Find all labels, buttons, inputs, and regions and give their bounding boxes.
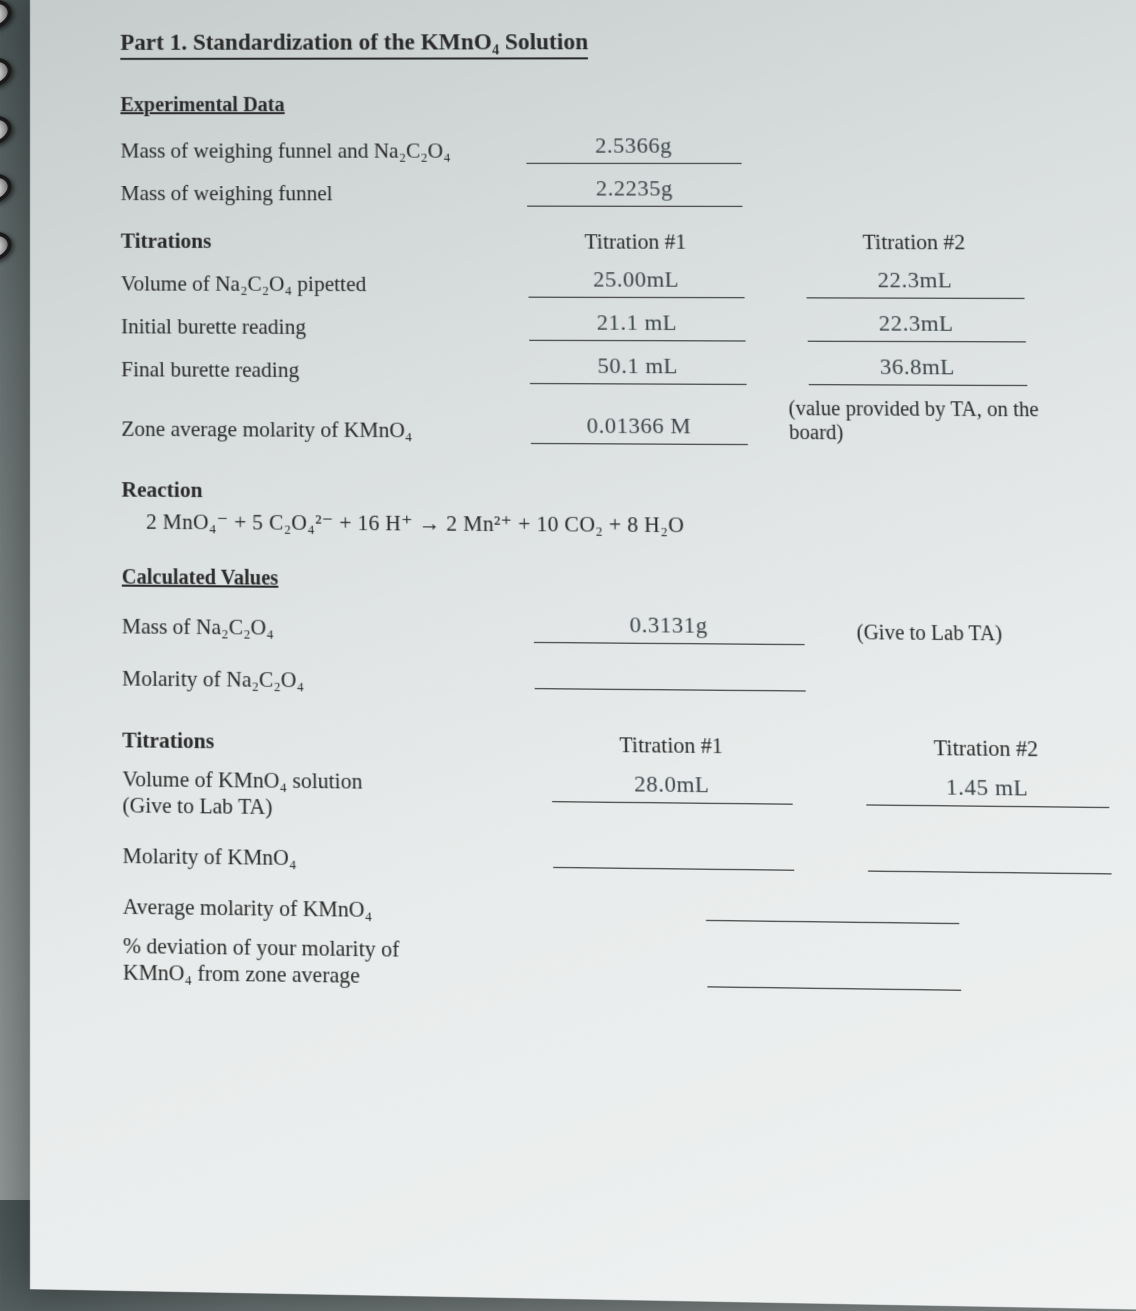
- zone-row: Zone average molarity of KMnO₄ 0.01366 M…: [121, 395, 1123, 447]
- titration-col-header: Titration #1: [504, 731, 839, 761]
- titration2-label-main: Volume of KMnO₄ solution: [122, 766, 362, 794]
- mass-label: Mass of weighing funnel: [121, 181, 497, 207]
- reaction-block: Reaction 2 MnO₄⁻ + 5 C₂O₄²⁻ + 16 H⁺ → 2 …: [121, 477, 1126, 541]
- deviation-label: % deviation of your molarity of KMnO₄ fr…: [123, 933, 540, 992]
- titration-label: Initial burette reading: [121, 314, 498, 341]
- titration-value: 22.3mL: [878, 310, 954, 336]
- worksheet-page: Part 1. Standardization of the KMnO₄ Sol…: [30, 0, 1136, 1311]
- mass-row: Mass of weighing funnel 2.2235g: [121, 176, 1116, 208]
- titration-value: 21.1 mL: [596, 309, 677, 335]
- mass-label: Mass of weighing funnel and Na₂C₂O₄: [121, 138, 496, 163]
- titrations2-heading: Titrations: [122, 727, 504, 757]
- titration-value: 50.1 mL: [597, 352, 678, 378]
- titration2-row: Volume of KMnO₄ solution (Give to Lab TA…: [122, 766, 1136, 830]
- calculated-heading: Calculated Values: [122, 566, 1129, 597]
- titration2-label: Molarity of KMnO₄: [123, 843, 507, 874]
- titration2-label: Volume of KMnO₄ solution (Give to Lab TA…: [122, 766, 505, 823]
- reaction-heading: Reaction: [121, 477, 1125, 509]
- zone-label: Zone average molarity of KMnO₄: [121, 416, 500, 444]
- experimental-data-heading: Experimental Data: [120, 93, 1112, 117]
- titration-header-row: Titrations Titration #1 Titration #2: [121, 228, 1117, 255]
- page-title: Part 1. Standardization of the KMnO₄ Sol…: [120, 29, 588, 60]
- titration-col-header: Titration #2: [838, 734, 1134, 763]
- titration2-value: 28.0mL: [634, 770, 710, 797]
- titration-value: 36.8mL: [879, 353, 955, 379]
- titration-row: Initial burette reading 21.1 mL 22.3mL: [121, 309, 1120, 343]
- titration-col-header: Titration #2: [774, 229, 1054, 255]
- titration-value: 25.00mL: [593, 266, 679, 292]
- titration2-header-row: Titrations Titration #1 Titration #2: [122, 727, 1134, 763]
- zone-note: (value provided by TA, on the board): [778, 397, 1061, 446]
- calc-row: Mass of Na₂C₂O₄ 0.3131g (Give to Lab TA): [122, 608, 1131, 647]
- titration2-value: 1.45 mL: [945, 773, 1028, 800]
- calc-value: 0.3131g: [629, 611, 708, 638]
- mass-row: Mass of weighing funnel and Na₂C₂O₄ 2.53…: [121, 133, 1114, 164]
- titration2-label-sub: (Give to Lab TA): [122, 792, 272, 819]
- titration-row: Final burette reading 50.1 mL 36.8mL: [121, 352, 1121, 387]
- calc-note: (Give to Lab TA): [835, 621, 1130, 648]
- titration-value: 22.3mL: [877, 267, 952, 293]
- zone-value: 0.01366 M: [586, 412, 691, 438]
- reaction-equation: 2 MnO₄⁻ + 5 C₂O₄²⁻ + 16 H⁺ → 2 Mn²⁺ + 10…: [146, 509, 1127, 541]
- titration-row: Volume of Na₂C₂O₄ pipetted 25.00mL 22.3m…: [121, 266, 1119, 299]
- deviation-label-line1: % deviation of your molarity of: [123, 933, 400, 962]
- calc-label: Mass of Na₂C₂O₄: [122, 614, 503, 643]
- titration2-row: Molarity of KMnO₄: [123, 831, 1136, 881]
- titration-label: Final burette reading: [121, 357, 499, 384]
- avg-row: Average molarity of KMnO₄: [123, 882, 1136, 933]
- calc-row: Molarity of Na₂C₂O₄: [122, 654, 1132, 700]
- mass-value: 2.2235g: [596, 175, 673, 201]
- mass-value: 2.5366g: [595, 132, 672, 157]
- titration-col-header: Titration #1: [497, 229, 775, 255]
- deviation-row: % deviation of your molarity of KMnO₄ fr…: [123, 933, 1136, 1000]
- deviation-label-line2: KMnO₄ from zone average: [123, 959, 360, 988]
- titrations-heading: Titrations: [121, 228, 497, 254]
- avg-label: Average molarity of KMnO₄: [123, 894, 507, 925]
- notebook-spiral: [0, 0, 30, 600]
- titration-label: Volume of Na₂C₂O₄ pipetted: [121, 271, 498, 297]
- calc-label: Molarity of Na₂C₂O₄: [122, 666, 504, 695]
